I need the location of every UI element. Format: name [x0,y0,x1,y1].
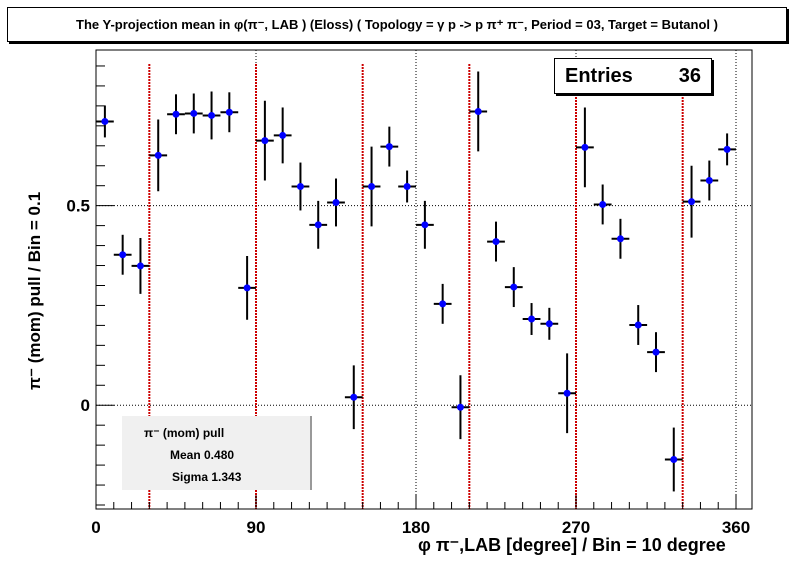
x-axis-label: φ π⁻,LAB [degree] / Bin = 10 degree [418,535,726,555]
data-point [208,111,216,119]
stats-name: π⁻ (mom) pull [144,426,225,440]
data-point [456,403,464,411]
data-point [652,348,660,356]
data-point [545,320,553,328]
data-point [599,200,607,208]
x-tick-label: 0 [91,518,100,537]
data-point [723,145,731,153]
x-tick-label: 360 [722,518,750,537]
data-point [616,235,624,243]
x-tick-label: 180 [402,518,430,537]
entries-label: Entries [565,64,633,87]
data-point [119,251,127,259]
x-tick-label: 90 [247,518,266,537]
stats-box: π⁻ (mom) pull Mean 0.480 Sigma 1.343 [122,416,312,490]
entries-value: 36 [678,64,701,87]
data-point [190,109,198,117]
data-point [403,183,411,191]
data-point [474,107,482,115]
data-point [136,262,144,270]
data-point [368,183,376,191]
data-point [385,143,393,151]
y-axis-label: π⁻ (mom) pull / Bin = 0.1 [25,191,44,390]
data-point [225,108,233,116]
data-point [350,393,358,401]
data-point [296,183,304,191]
data-point [172,110,180,118]
data-point [332,198,340,206]
stats-sigma: Sigma 1.343 [172,470,242,484]
data-point [688,198,696,206]
y-tick-label: 0 [81,396,90,415]
data-point [581,143,589,151]
data-point [705,177,713,185]
data-point [492,238,500,246]
data-point [670,456,678,464]
entries-box: Entries 36 [554,58,712,94]
data-point [634,321,642,329]
data-point [439,300,447,308]
data-point [261,137,269,145]
data-point [314,221,322,229]
y-tick-label: 0.5 [66,197,90,216]
data-point [279,131,287,139]
x-tick-label: 270 [562,518,590,537]
stats-mean: Mean 0.480 [170,448,235,462]
data-point [154,151,162,159]
data-point [528,315,536,323]
data-point [510,283,518,291]
data-point [243,284,251,292]
data-point [421,221,429,229]
data-point [563,389,571,397]
data-point [101,117,109,125]
plot-title: The Y-projection mean in φ(π⁻, LAB ) (El… [7,7,787,42]
